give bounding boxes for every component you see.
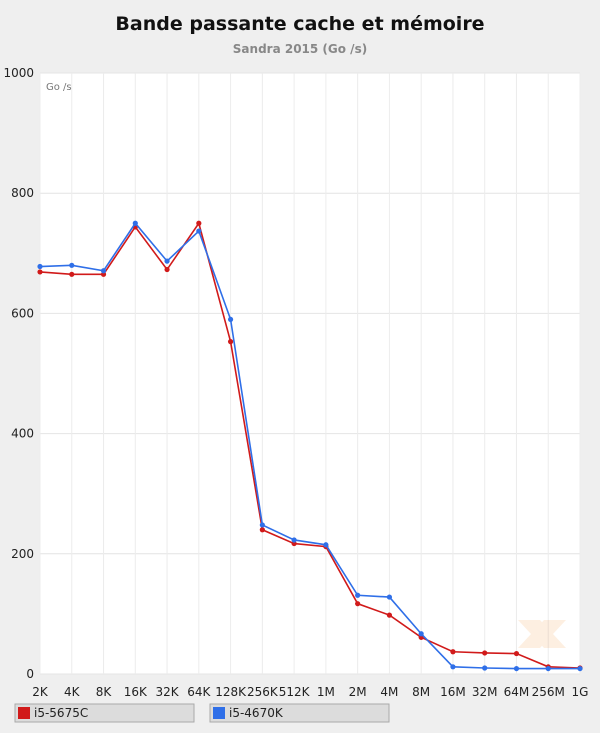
plot-area <box>40 73 580 674</box>
x-tick-label: 256M <box>532 685 565 699</box>
x-tick-label: 16K <box>124 685 148 699</box>
data-point <box>69 271 75 277</box>
x-tick-label: 1G <box>572 685 589 699</box>
y-tick-label: 200 <box>11 547 34 561</box>
data-point <box>450 649 456 655</box>
legend-item <box>209 703 390 723</box>
data-point <box>386 594 393 600</box>
series-line <box>39 221 580 670</box>
data-point <box>418 631 424 637</box>
watermark-logo <box>518 620 566 648</box>
data-point <box>577 665 583 672</box>
grid <box>39 72 581 675</box>
data-point <box>291 540 297 547</box>
data-point <box>100 268 107 274</box>
data-point <box>227 339 234 345</box>
x-tick-label: 8K <box>96 685 113 699</box>
chart-title: Bande passante cache et mémoire <box>115 13 484 35</box>
data-point <box>355 601 361 607</box>
chart-subtitle: Sandra 2015 (Go /s) <box>233 42 367 56</box>
y-tick-label: 800 <box>11 186 34 200</box>
x-tick-label: 4K <box>64 685 81 699</box>
data-point <box>164 258 170 264</box>
series-layer <box>37 220 583 672</box>
legend-label: i5-4670K <box>229 706 284 720</box>
x-tick-label: 16M <box>440 685 466 699</box>
x-tick-label: 64K <box>187 685 211 699</box>
series-1 <box>37 220 583 672</box>
data-point <box>227 316 234 323</box>
data-point <box>259 522 265 528</box>
y-tick-label: 600 <box>11 306 34 320</box>
data-point <box>69 262 75 268</box>
data-point <box>450 664 456 670</box>
x-tick-label: 128K <box>215 685 247 699</box>
data-point <box>545 665 551 672</box>
data-point <box>513 650 520 657</box>
data-point <box>355 592 361 598</box>
data-point <box>259 527 265 533</box>
series-line <box>39 221 581 669</box>
data-point <box>482 665 488 671</box>
data-point <box>37 269 43 275</box>
x-axis: 2K 4K 8K 16K 32K 64K 128K 256K 512K 1M 2M 4M 8M 16M 32… <box>32 685 588 699</box>
x-tick-label: 32M <box>472 685 498 699</box>
y-tick-label: 0 <box>26 667 34 681</box>
x-tick-label: 512K <box>279 685 311 699</box>
data-point <box>196 220 202 226</box>
legend-item <box>14 703 195 723</box>
data-point <box>323 542 329 548</box>
data-point <box>196 228 202 234</box>
data-point <box>37 263 43 270</box>
legend-label: i5-5675C <box>34 706 88 720</box>
legend-swatch <box>213 707 225 719</box>
y-tick-label: 400 <box>11 427 34 441</box>
data-point <box>164 266 170 273</box>
data-point <box>513 665 520 672</box>
data-point <box>386 612 393 618</box>
x-tick-label: 4M <box>380 685 398 699</box>
x-tick-label: 2K <box>32 685 49 699</box>
x-tick-label: 64M <box>504 685 530 699</box>
data-point <box>100 271 107 277</box>
data-point <box>482 650 488 656</box>
x-tick-label: 256K <box>247 685 279 699</box>
y-tick-label: 1000 <box>3 66 34 80</box>
x-tick-label: 2M <box>349 685 367 699</box>
data-point <box>291 537 297 543</box>
x-tick-label: 32K <box>155 685 179 699</box>
x-tick-label: 8M <box>412 685 430 699</box>
legend-swatch <box>18 707 30 719</box>
x-tick-label: 1M <box>317 685 335 699</box>
legend: i5-5675C i5-4670K <box>14 703 390 723</box>
unit-label: Go /s <box>46 82 72 93</box>
y-axis: 0 200 400 600 800 1000 <box>3 66 34 681</box>
data-point <box>132 220 138 226</box>
